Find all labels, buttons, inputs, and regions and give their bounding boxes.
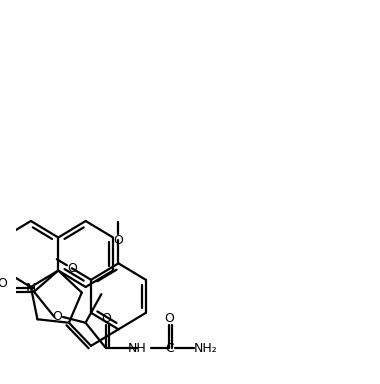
Text: C: C	[165, 341, 174, 354]
Text: O: O	[67, 262, 77, 275]
Text: O: O	[0, 277, 7, 290]
Text: NH: NH	[128, 341, 147, 354]
Text: O: O	[52, 311, 62, 323]
Text: N: N	[26, 282, 36, 296]
Text: O: O	[114, 234, 124, 247]
Text: O: O	[164, 313, 174, 325]
Text: O: O	[101, 313, 111, 325]
Text: NH₂: NH₂	[194, 341, 218, 354]
